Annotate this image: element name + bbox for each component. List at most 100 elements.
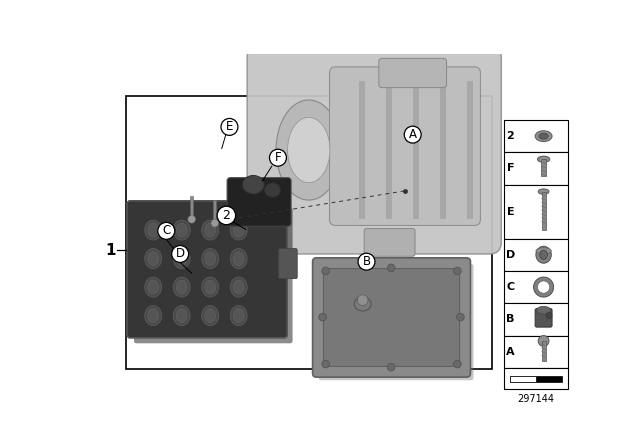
- Text: 2: 2: [507, 131, 515, 141]
- Circle shape: [387, 264, 395, 271]
- Ellipse shape: [173, 277, 190, 297]
- Bar: [504, 152, 568, 185]
- Ellipse shape: [230, 220, 247, 240]
- Bar: [504, 120, 568, 152]
- Ellipse shape: [538, 156, 550, 162]
- Circle shape: [322, 267, 330, 275]
- Circle shape: [322, 360, 330, 368]
- FancyBboxPatch shape: [227, 178, 291, 226]
- Ellipse shape: [205, 280, 216, 294]
- Ellipse shape: [176, 223, 187, 237]
- Text: C: C: [162, 224, 170, 237]
- Bar: [440, 81, 446, 220]
- FancyBboxPatch shape: [379, 58, 447, 88]
- Bar: [509, 376, 536, 382]
- Ellipse shape: [230, 277, 247, 297]
- Ellipse shape: [234, 252, 244, 266]
- Text: F: F: [275, 151, 281, 164]
- FancyBboxPatch shape: [247, 46, 501, 254]
- Bar: [509, 376, 562, 382]
- Text: 1: 1: [106, 243, 116, 258]
- Ellipse shape: [234, 223, 244, 237]
- Text: D: D: [506, 250, 515, 260]
- Ellipse shape: [535, 131, 552, 142]
- Circle shape: [454, 267, 461, 275]
- Ellipse shape: [538, 189, 549, 194]
- FancyBboxPatch shape: [323, 269, 460, 366]
- FancyBboxPatch shape: [279, 249, 297, 279]
- Circle shape: [172, 246, 189, 263]
- Ellipse shape: [148, 223, 159, 237]
- Ellipse shape: [202, 249, 219, 269]
- Circle shape: [319, 313, 326, 321]
- Ellipse shape: [202, 277, 219, 297]
- Ellipse shape: [536, 246, 551, 263]
- Ellipse shape: [287, 117, 330, 183]
- Ellipse shape: [537, 306, 550, 314]
- Bar: [126, 96, 492, 370]
- Text: E: E: [226, 121, 233, 134]
- Ellipse shape: [145, 306, 162, 326]
- Ellipse shape: [148, 280, 159, 294]
- Text: B: B: [362, 255, 371, 268]
- Circle shape: [358, 253, 375, 270]
- Ellipse shape: [230, 306, 247, 326]
- Text: F: F: [507, 164, 515, 173]
- Ellipse shape: [243, 176, 264, 194]
- FancyBboxPatch shape: [330, 67, 481, 225]
- FancyBboxPatch shape: [312, 258, 470, 377]
- Ellipse shape: [205, 252, 216, 266]
- FancyBboxPatch shape: [127, 201, 287, 338]
- Bar: [541, 159, 546, 176]
- Ellipse shape: [202, 306, 219, 326]
- Ellipse shape: [205, 223, 216, 237]
- Bar: [190, 196, 193, 220]
- Ellipse shape: [145, 249, 162, 269]
- Circle shape: [269, 149, 287, 166]
- Circle shape: [546, 313, 552, 319]
- Circle shape: [188, 215, 196, 223]
- FancyBboxPatch shape: [535, 309, 552, 327]
- Circle shape: [387, 363, 395, 371]
- Ellipse shape: [145, 277, 162, 297]
- Text: 297144: 297144: [517, 394, 554, 404]
- Ellipse shape: [276, 100, 342, 200]
- Ellipse shape: [539, 133, 548, 139]
- Ellipse shape: [234, 280, 244, 294]
- Circle shape: [454, 360, 461, 368]
- Bar: [504, 238, 568, 271]
- Text: C: C: [506, 282, 515, 292]
- Bar: [386, 81, 392, 220]
- Bar: [504, 185, 568, 238]
- Bar: [541, 341, 545, 361]
- Ellipse shape: [265, 183, 280, 197]
- Ellipse shape: [145, 220, 162, 240]
- Circle shape: [221, 118, 238, 135]
- Text: A: A: [506, 347, 515, 357]
- Ellipse shape: [536, 248, 551, 254]
- Bar: [541, 192, 545, 230]
- Text: A: A: [409, 128, 417, 141]
- Ellipse shape: [230, 249, 247, 269]
- Ellipse shape: [173, 220, 190, 240]
- Circle shape: [456, 313, 464, 321]
- Ellipse shape: [540, 250, 547, 259]
- Circle shape: [158, 222, 175, 239]
- Ellipse shape: [148, 309, 159, 323]
- FancyBboxPatch shape: [319, 264, 474, 380]
- Ellipse shape: [176, 280, 187, 294]
- Bar: [504, 303, 568, 336]
- Bar: [413, 81, 419, 220]
- Circle shape: [357, 295, 368, 306]
- Bar: [359, 81, 365, 220]
- Ellipse shape: [173, 249, 190, 269]
- Text: B: B: [506, 314, 515, 324]
- Circle shape: [538, 281, 550, 293]
- Bar: [504, 271, 568, 303]
- Circle shape: [217, 206, 236, 225]
- Ellipse shape: [205, 309, 216, 323]
- Bar: [504, 336, 568, 368]
- FancyBboxPatch shape: [364, 228, 415, 256]
- Ellipse shape: [234, 309, 244, 323]
- Bar: [213, 200, 216, 223]
